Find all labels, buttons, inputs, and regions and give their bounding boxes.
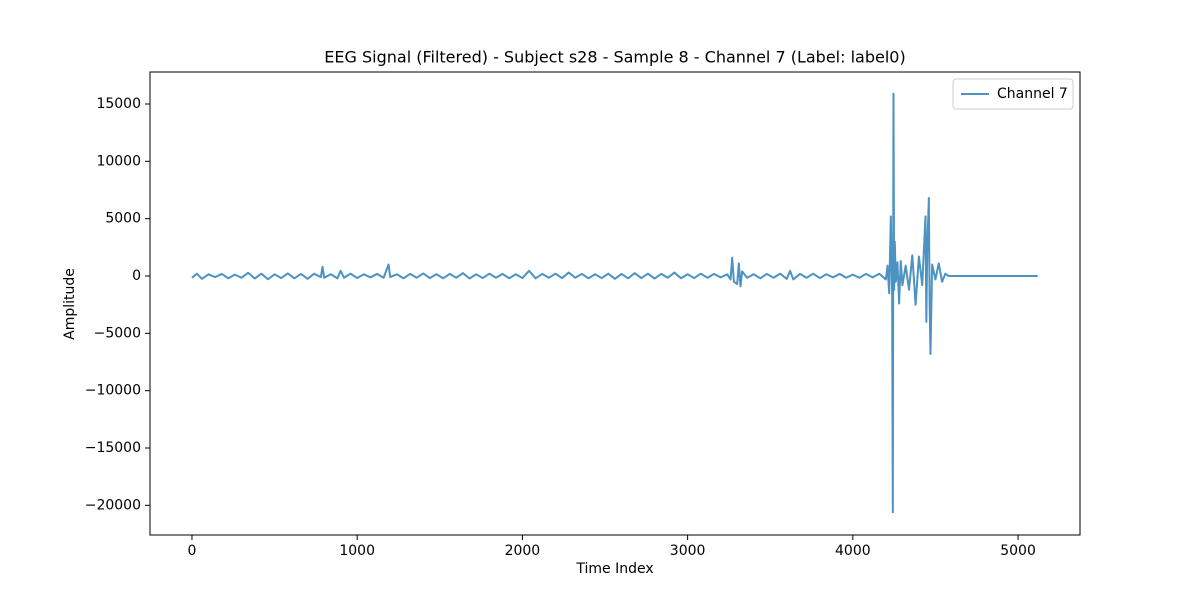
x-tick-label: 0 [188,543,197,559]
x-tick-label: 3000 [670,543,706,559]
y-tick-label: 10000 [96,153,141,169]
x-tick-label: 5000 [1000,543,1036,559]
y-tick-label: 15000 [96,96,141,112]
y-tick-label: −20000 [85,497,141,513]
legend-box [952,78,1074,110]
signal-line [191,92,1038,514]
y-tick-label: −5000 [94,325,141,341]
y-tick-label: 5000 [105,211,141,227]
x-tick-label: 1000 [339,543,375,559]
x-tick-label: 2000 [505,543,541,559]
y-tick-label: −15000 [85,440,141,456]
x-tick-label: 4000 [835,543,871,559]
y-axis-label: Amplitude [62,268,78,340]
y-tick-label: −10000 [85,383,141,399]
chart-title: EEG Signal (Filtered) - Subject s28 - Sa… [324,48,905,67]
y-tick-label: 0 [132,268,141,284]
plot-frame [149,71,1081,536]
legend-label: Channel 7 [997,86,1068,102]
x-axis-label: Time Index [575,561,653,577]
